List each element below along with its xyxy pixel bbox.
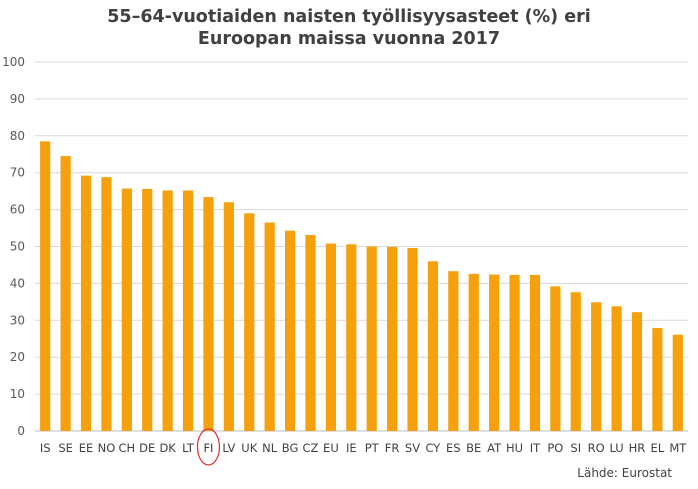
x-tick-label-uk: UK	[241, 441, 257, 455]
x-tick-label-ch: CH	[118, 441, 135, 455]
x-tick-label-lv: LV	[222, 441, 235, 455]
bar-fr	[387, 246, 398, 431]
bar-it	[529, 274, 541, 431]
x-tick-label-eu: EU	[323, 441, 339, 455]
x-tick-label-nl: NL	[262, 441, 278, 455]
x-tick-label-is: IS	[40, 441, 51, 455]
x-tick-label-cy: CY	[425, 441, 441, 455]
y-tick-label-10: 10	[10, 387, 25, 401]
source-note: Lähde: Eurostat	[577, 466, 672, 480]
bar-bg	[284, 230, 296, 431]
bar-po	[550, 286, 561, 431]
x-tick-label-ie: IE	[346, 441, 357, 455]
y-tick-label-20: 20	[10, 350, 25, 364]
x-tick-label-de: DE	[139, 441, 155, 455]
bar-es	[448, 271, 459, 431]
y-tick-label-80: 80	[10, 129, 25, 143]
bar-mt	[672, 334, 683, 431]
x-tick-label-ro: RO	[588, 441, 605, 455]
x-tick-label-po: PO	[547, 441, 563, 455]
y-tick-label-40: 40	[10, 276, 25, 290]
x-tick-label-fi: FI	[203, 441, 213, 455]
bar-se	[60, 156, 71, 431]
x-tick-label-se: SE	[58, 441, 73, 455]
x-tick-label-dk: DK	[159, 441, 176, 455]
bar-sv	[407, 247, 418, 431]
bar-fi	[203, 197, 214, 431]
x-tick-label-no: NO	[98, 441, 116, 455]
bar-si	[570, 292, 581, 431]
y-tick-label-90: 90	[10, 92, 25, 106]
bar-at	[489, 274, 500, 431]
x-tick-label-it: IT	[530, 441, 541, 455]
y-tick-label-0: 0	[17, 424, 25, 438]
y-tick-label-50: 50	[10, 240, 25, 254]
x-tick-label-bg: BG	[282, 441, 299, 455]
x-tick-label-fr: FR	[385, 441, 400, 455]
bar-ie	[346, 244, 357, 431]
x-tick-label-lt: LT	[182, 441, 195, 455]
x-tick-label-el: EL	[651, 441, 665, 455]
bar-de	[142, 188, 153, 431]
x-tick-label-be: BE	[466, 441, 481, 455]
bar-el	[652, 328, 663, 431]
x-tick-label-hr: HR	[629, 441, 646, 455]
bar-eu	[325, 243, 336, 431]
x-tick-label-si: SI	[570, 441, 581, 455]
y-tick-label-70: 70	[10, 166, 25, 180]
x-tick-label-lu: LU	[609, 441, 623, 455]
bar-cz	[305, 235, 316, 431]
bar-ch	[121, 188, 132, 431]
bar-pt	[366, 246, 377, 431]
bar-dk	[162, 190, 173, 431]
chart-title-line1: 55–64-vuotiaiden naisten työllisyysastee…	[107, 7, 591, 27]
x-tick-label-at: AT	[487, 441, 502, 455]
highlight-circle	[196, 428, 221, 466]
bar-nl	[264, 222, 275, 431]
bar-lv	[223, 202, 234, 431]
bar-uk	[244, 213, 255, 431]
y-tick-label-100: 100	[2, 55, 25, 69]
x-tick-label-cz: CZ	[303, 441, 319, 455]
bar-no	[101, 177, 112, 431]
bar-be	[468, 273, 479, 431]
x-tick-label-ee: EE	[79, 441, 94, 455]
bar-hr	[631, 312, 643, 431]
bar-is	[40, 141, 51, 431]
bar-hu	[509, 274, 520, 431]
x-tick-label-sv: SV	[405, 441, 420, 455]
y-tick-label-60: 60	[10, 203, 25, 217]
bar-ro	[591, 302, 602, 431]
chart-title-line2: Euroopan maissa vuonna 2017	[197, 29, 501, 49]
x-tick-label-es: ES	[446, 441, 461, 455]
x-tick-label-hu: HU	[506, 441, 523, 455]
bar-lt	[182, 190, 194, 431]
bar-ee	[80, 175, 92, 431]
x-tick-label-mt: MT	[669, 441, 687, 455]
y-tick-label-30: 30	[10, 313, 25, 327]
bar-lu	[611, 306, 622, 431]
x-tick-label-pt: PT	[365, 441, 380, 455]
bar-cy	[427, 261, 439, 431]
